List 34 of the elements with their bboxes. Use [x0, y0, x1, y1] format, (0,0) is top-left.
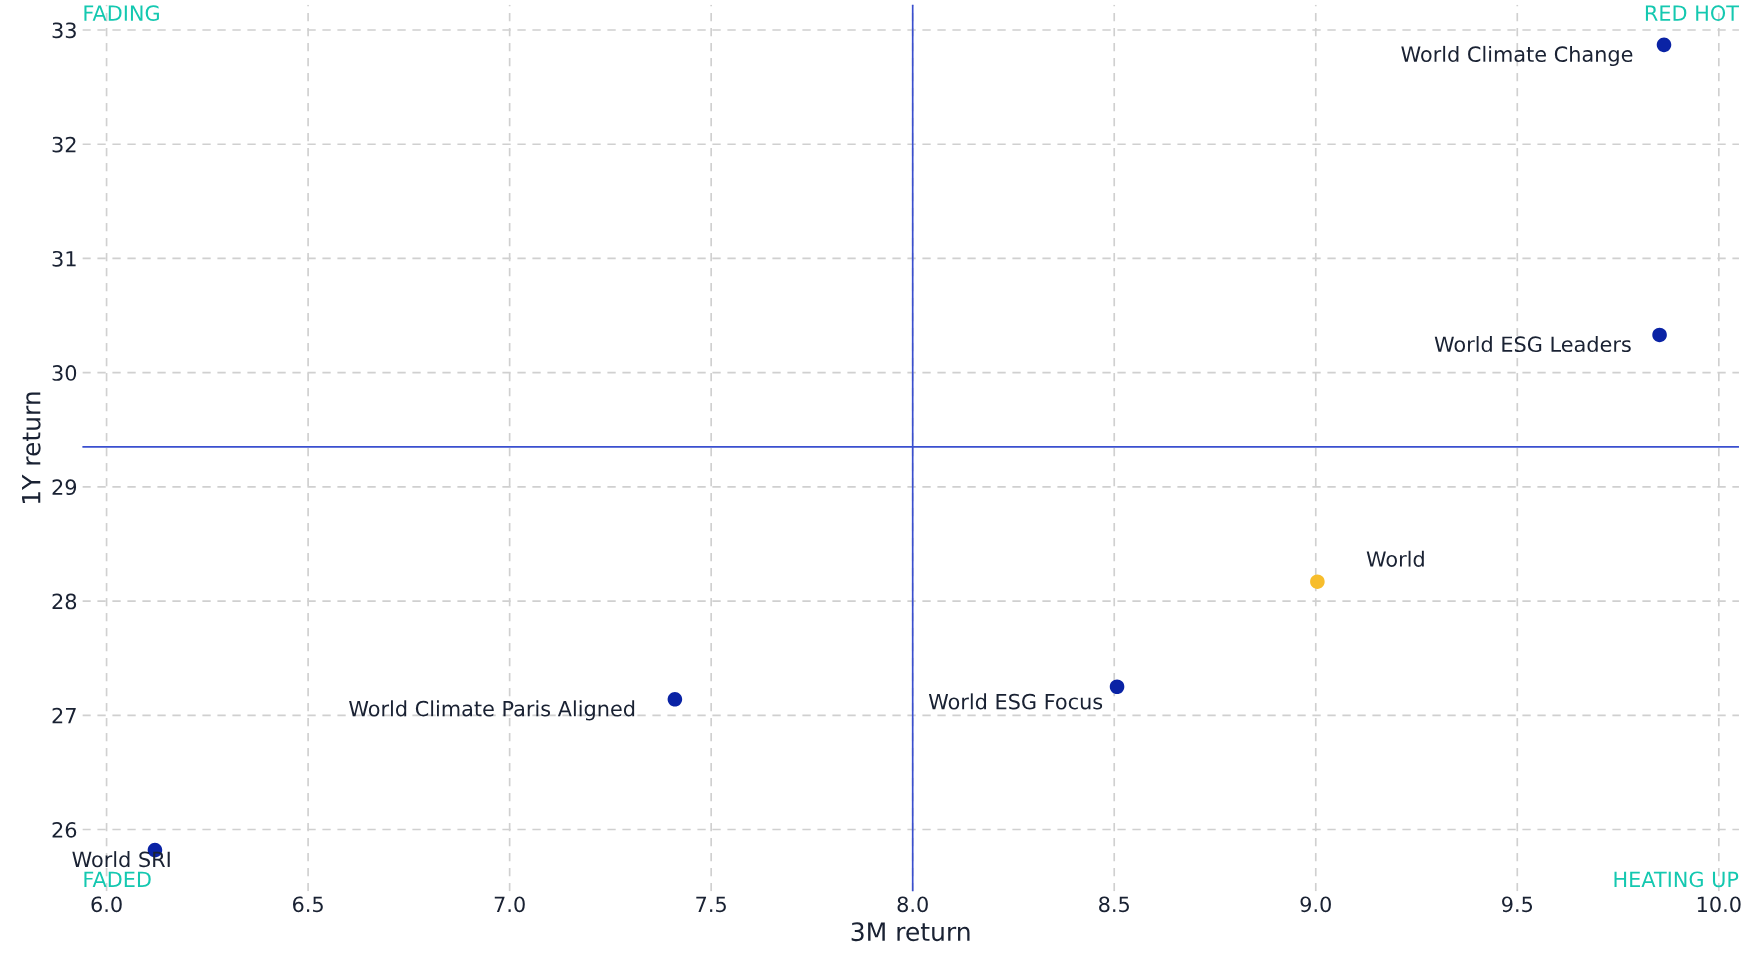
point — [1656, 37, 1672, 53]
y-tick-label: 28 — [52, 593, 77, 610]
annotation: HEATING UP — [1614, 871, 1739, 888]
point — [1109, 679, 1125, 695]
x-tick-label: 6.0 — [91, 896, 122, 913]
y-tick-label: 31 — [52, 250, 76, 267]
x-tick-label: 8.5 — [1099, 896, 1129, 913]
x-tick-label: 8.0 — [897, 896, 928, 913]
text: World — [1366, 550, 1424, 567]
annotation: RED HOT — [1645, 5, 1740, 21]
point — [667, 692, 683, 707]
series-label: World SRI — [72, 851, 170, 868]
annotation: FADED — [84, 871, 151, 887]
x-axis-title: 3M return — [851, 922, 970, 942]
series-label: World Climate Paris Aligned — [349, 700, 635, 721]
x-tick-label: 9.5 — [1502, 896, 1533, 913]
annotation: FADING — [84, 5, 159, 21]
x-tick-label: 7.0 — [494, 896, 525, 913]
x-tick-label: 10.0 — [1697, 896, 1741, 913]
x-tick-label: 9.0 — [1300, 896, 1331, 913]
x-tick-label: 7.5 — [696, 896, 726, 913]
series-label: World ESG Focus — [928, 693, 1103, 710]
point — [1652, 327, 1667, 343]
series-label: World ESG Leaders — [1434, 335, 1631, 353]
y-tick-label: 27 — [52, 707, 76, 724]
y-tick-label: 30 — [52, 365, 77, 381]
y-tick-label: 33 — [52, 22, 76, 39]
point — [1310, 574, 1325, 589]
y-tick-label: 26 — [52, 821, 77, 838]
y-axis-title: 1Y return — [22, 392, 41, 504]
x-tick-label: 6.5 — [293, 896, 323, 913]
y-tick-label: 32 — [52, 136, 76, 153]
series-label: World Climate Change — [1401, 45, 1633, 67]
y-tick-label: 29 — [52, 479, 77, 496]
